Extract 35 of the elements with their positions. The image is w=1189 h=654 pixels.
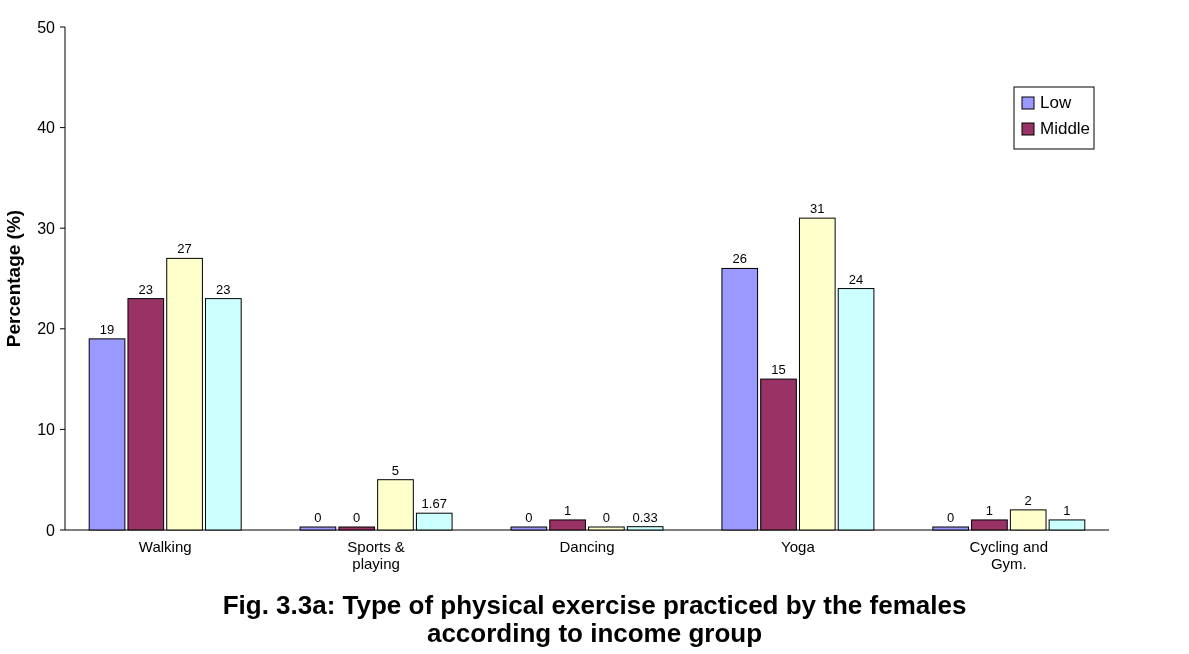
data-label: 0 (947, 510, 955, 525)
data-label: 0 (353, 510, 361, 525)
x-tick-label: Cycling and Gym. (969, 538, 1049, 572)
x-tick-label: Dancing (559, 538, 615, 555)
data-label: 0 (525, 510, 533, 525)
data-label: 15 (771, 362, 786, 378)
x-tick-label: Walking (138, 538, 192, 555)
y-tick-label: 0 (46, 521, 56, 539)
x-tick-label: Sports & playing (347, 538, 405, 572)
legend-label: Low (1040, 93, 1072, 112)
data-label: 23 (216, 281, 231, 297)
data-label: 19 (99, 321, 115, 337)
data-label: 23 (138, 281, 154, 297)
y-tick-label: 40 (37, 119, 56, 137)
data-label: 0 (314, 510, 322, 525)
data-label: 26 (732, 251, 747, 267)
y-tick-label: 20 (37, 320, 56, 338)
y-tick-label: 30 (37, 219, 56, 237)
y-tick-label: 10 (37, 421, 56, 438)
data-label: 1.67 (421, 496, 447, 512)
data-label: 0.33 (632, 509, 658, 525)
data-label: 0 (602, 510, 610, 525)
data-label: 1 (1063, 502, 1071, 518)
text: Fig. 3.3a: Type of physical exercise practiced by the females according to income group (222, 590, 967, 648)
data-label: 2 (1024, 492, 1032, 508)
data-label: 24 (848, 271, 864, 287)
data-label: 27 (177, 241, 192, 257)
y-tick-label: 50 (37, 18, 56, 36)
data-label: 1 (564, 502, 572, 518)
legend-label: Middle (1040, 119, 1091, 138)
data-label: 5 (391, 462, 400, 478)
x-tick-label: Yoga (781, 538, 816, 555)
data-label: 31 (810, 201, 825, 217)
y-axis-title: Percentage (%) (3, 209, 24, 348)
data-label: 1 (985, 502, 994, 518)
